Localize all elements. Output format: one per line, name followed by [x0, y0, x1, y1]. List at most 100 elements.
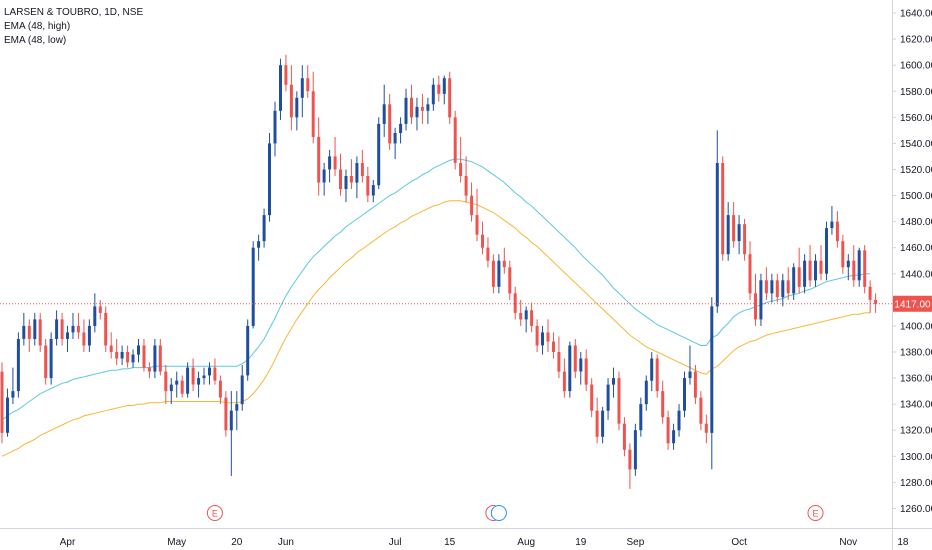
candle-body	[246, 325, 250, 376]
candle-body	[546, 332, 550, 342]
candle	[770, 273, 774, 303]
event-markers[interactable]: EEE	[206, 505, 824, 521]
candle-body	[251, 247, 255, 326]
candle-body	[131, 354, 135, 363]
candle-body	[552, 341, 555, 352]
candle-body	[792, 267, 796, 294]
candle	[388, 93, 392, 150]
dividend-marker[interactable]	[490, 505, 507, 521]
candle	[524, 306, 528, 333]
candle-body	[186, 367, 190, 394]
price-tick-label: 1600.00	[900, 61, 932, 72]
time-tick-label: 19	[575, 537, 587, 548]
candle-body	[606, 384, 610, 411]
time-tick-label: Jun	[278, 537, 294, 548]
candle-body	[470, 195, 474, 216]
candle	[197, 371, 201, 398]
candle-body	[6, 397, 9, 433]
candle-body	[437, 84, 441, 94]
candle-body	[126, 352, 130, 363]
candle-body	[33, 319, 37, 339]
candle	[246, 319, 250, 381]
candle	[486, 237, 490, 268]
candle-body	[786, 280, 790, 294]
candle-body	[693, 371, 697, 398]
candle-body	[754, 293, 757, 320]
earnings-marker[interactable]: E	[807, 505, 824, 521]
candle-body	[147, 367, 151, 372]
candle	[519, 299, 523, 326]
candle-body	[562, 371, 566, 392]
candle-body	[797, 267, 801, 287]
candle	[579, 352, 583, 385]
candle-body	[295, 97, 299, 118]
candle-body	[732, 215, 736, 242]
ema-high-line	[1, 158, 871, 421]
candle-body	[388, 104, 392, 144]
candle	[93, 293, 97, 333]
candle	[164, 365, 168, 405]
candle	[683, 371, 686, 418]
candle	[737, 215, 741, 255]
candle-body	[300, 78, 304, 98]
candle	[224, 391, 228, 437]
candle-body	[109, 345, 113, 352]
time-tick-label: 20	[231, 537, 243, 548]
candle-body	[486, 247, 490, 261]
candle-body	[66, 332, 69, 339]
candle-body	[322, 169, 326, 183]
candle-body	[743, 224, 747, 255]
candle	[513, 286, 517, 320]
candle	[530, 302, 534, 333]
candle	[344, 169, 348, 203]
candle	[442, 75, 446, 105]
candle-body	[666, 417, 670, 444]
candle-body	[688, 371, 692, 379]
candle-body	[683, 378, 686, 411]
candle-body	[229, 410, 233, 431]
candle-body	[382, 104, 386, 124]
candle	[11, 367, 15, 405]
earnings-marker-label: E	[212, 509, 218, 519]
candle	[186, 362, 190, 398]
candle	[874, 293, 878, 313]
candle	[306, 65, 310, 98]
candle	[606, 378, 610, 420]
candle	[704, 414, 708, 444]
candle	[404, 88, 408, 131]
price-tick-label: 1500.00	[900, 191, 932, 202]
candle	[677, 404, 681, 437]
candle-body	[775, 280, 779, 298]
candle	[289, 65, 293, 131]
chart-legend: LARSEN & TOUBRO, 1D, NSE EMA (48, high) …	[4, 6, 143, 48]
candle-body	[808, 260, 812, 281]
time-tick-label: Jul	[389, 537, 402, 548]
price-tick-label: 1320.00	[900, 426, 932, 437]
earnings-marker[interactable]: E	[206, 505, 223, 521]
candle	[333, 136, 337, 176]
candle-body	[120, 352, 124, 359]
candle-body	[819, 260, 823, 274]
candle	[491, 254, 495, 294]
candle	[27, 319, 31, 352]
time-tick-label: 15	[444, 537, 456, 548]
candle-body	[76, 325, 80, 333]
last-price-badge: 1417.00	[893, 295, 932, 312]
earnings-marker-circle	[807, 505, 824, 521]
candle	[852, 245, 856, 287]
candle	[366, 166, 370, 203]
candle-body	[639, 404, 643, 431]
candle-body	[579, 358, 583, 372]
candle-body	[306, 78, 310, 92]
candle-body	[371, 185, 375, 196]
candle	[863, 245, 867, 294]
candle-body	[404, 97, 408, 124]
candle	[470, 182, 474, 222]
candle-body	[857, 250, 861, 281]
candle-body	[38, 319, 42, 346]
candle-body	[355, 163, 359, 183]
candle-body	[650, 358, 654, 381]
